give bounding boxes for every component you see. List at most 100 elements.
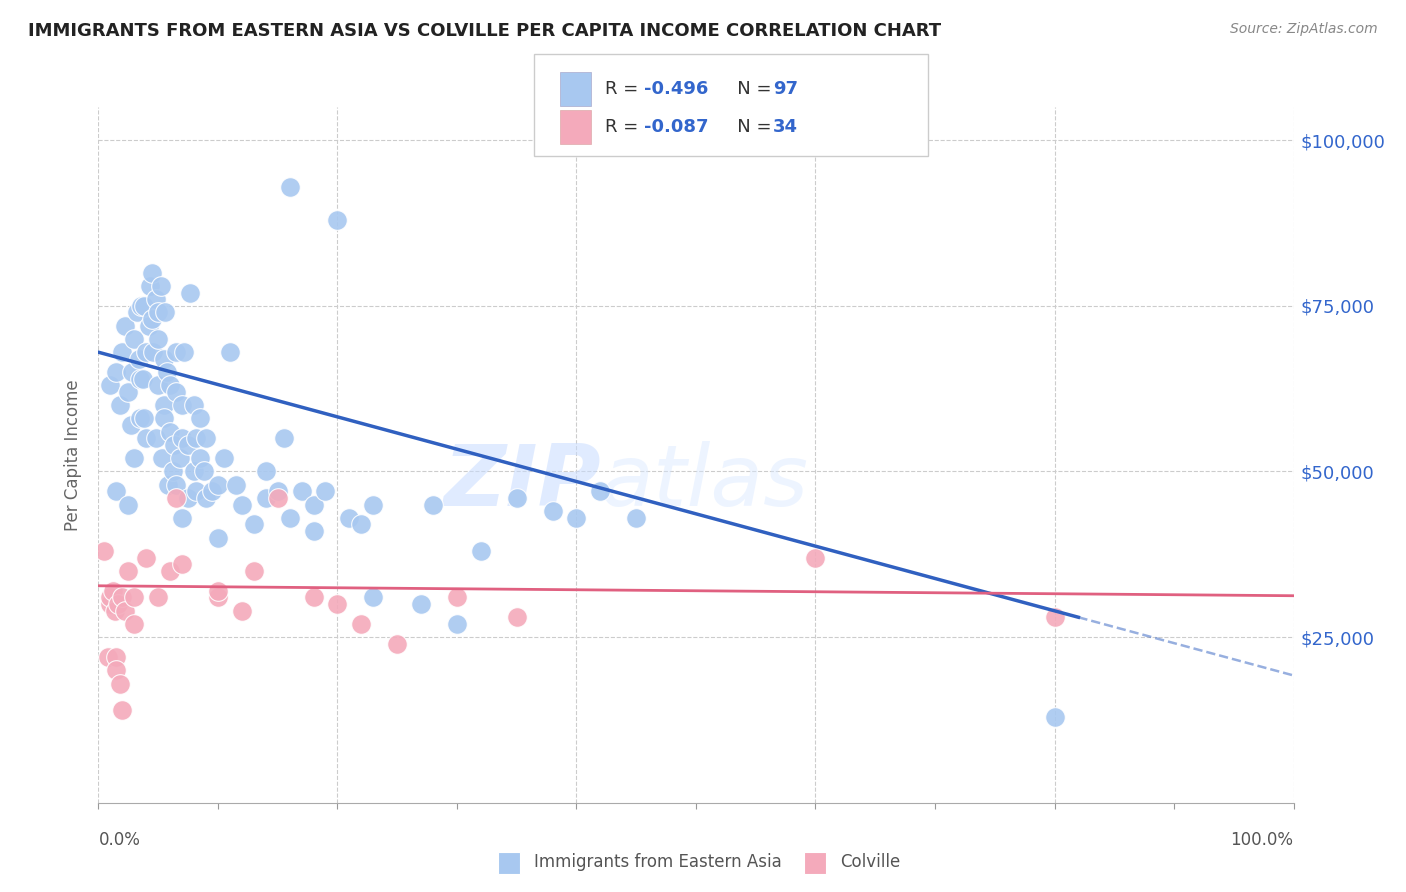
Point — [162, 465, 184, 479]
Point — [135, 550, 157, 565]
Point — [132, 299, 155, 313]
Text: ZIP: ZIP — [443, 442, 600, 524]
Point — [97, 650, 120, 665]
Point — [326, 212, 349, 227]
Point — [225, 477, 247, 491]
Point — [589, 484, 612, 499]
Text: N =: N = — [720, 80, 778, 98]
Point — [172, 558, 194, 572]
Point — [105, 663, 128, 677]
Point — [219, 345, 242, 359]
Point — [159, 378, 181, 392]
Point — [446, 591, 468, 605]
Point — [188, 411, 211, 425]
Point — [363, 498, 385, 512]
Point — [98, 597, 122, 611]
Point — [446, 616, 468, 631]
Point — [350, 616, 373, 631]
Point — [125, 305, 148, 319]
Point — [1043, 610, 1066, 624]
Point — [148, 378, 170, 392]
Point — [98, 591, 122, 605]
Point — [111, 345, 134, 359]
Point — [159, 425, 181, 439]
Point — [172, 511, 194, 525]
Point — [153, 398, 176, 412]
Point — [108, 676, 131, 690]
Point — [1043, 709, 1066, 723]
Point — [139, 279, 162, 293]
Point — [148, 305, 170, 319]
Point — [124, 332, 146, 346]
Point — [385, 637, 409, 651]
Point — [350, 517, 373, 532]
Point — [339, 511, 360, 525]
Point — [108, 398, 131, 412]
Point — [506, 610, 529, 624]
Point — [148, 332, 170, 346]
Point — [193, 465, 215, 479]
Point — [243, 517, 266, 532]
Point — [243, 564, 266, 578]
Point — [107, 597, 129, 611]
Point — [135, 431, 157, 445]
Point — [114, 604, 136, 618]
Point — [129, 411, 152, 425]
Point — [131, 372, 153, 386]
Text: 97: 97 — [773, 80, 799, 98]
Point — [98, 378, 122, 392]
Point — [302, 524, 325, 538]
Point — [177, 491, 200, 505]
Point — [212, 451, 235, 466]
Point — [506, 491, 529, 505]
Point — [148, 591, 170, 605]
Point — [194, 491, 218, 505]
Point — [278, 179, 301, 194]
Point — [165, 491, 187, 505]
Text: -0.496: -0.496 — [644, 80, 709, 98]
Point — [129, 372, 152, 386]
Point — [163, 438, 186, 452]
Point — [145, 292, 167, 306]
Point — [124, 616, 146, 631]
Point — [315, 484, 337, 499]
Text: 100.0%: 100.0% — [1230, 830, 1294, 848]
Point — [207, 591, 229, 605]
Point — [207, 477, 229, 491]
Point — [142, 345, 165, 359]
Point — [177, 438, 200, 452]
Point — [422, 498, 444, 512]
Point — [172, 431, 194, 445]
Point — [135, 345, 157, 359]
Point — [278, 511, 301, 525]
Point — [363, 591, 385, 605]
Point — [273, 431, 295, 445]
Point — [117, 384, 139, 399]
Point — [291, 484, 314, 499]
Point — [111, 591, 134, 605]
Point — [155, 365, 177, 379]
Text: IMMIGRANTS FROM EASTERN ASIA VS COLVILLE PER CAPITA INCOME CORRELATION CHART: IMMIGRANTS FROM EASTERN ASIA VS COLVILLE… — [28, 22, 941, 40]
Text: -0.087: -0.087 — [644, 119, 709, 136]
Point — [117, 498, 139, 512]
Point — [194, 431, 218, 445]
Point — [159, 564, 181, 578]
Point — [124, 451, 146, 466]
Point — [186, 431, 208, 445]
Point — [626, 511, 648, 525]
Point — [117, 564, 139, 578]
Text: R =: R = — [605, 119, 644, 136]
Point — [207, 531, 229, 545]
Point — [179, 285, 201, 300]
Point — [114, 318, 136, 333]
Point — [231, 604, 253, 618]
Point — [132, 411, 155, 425]
Point — [105, 484, 128, 499]
Point — [565, 511, 588, 525]
Point — [186, 484, 208, 499]
Point — [93, 544, 115, 558]
Point — [111, 703, 134, 717]
Point — [156, 477, 179, 491]
Point — [169, 451, 191, 466]
Text: N =: N = — [720, 119, 778, 136]
